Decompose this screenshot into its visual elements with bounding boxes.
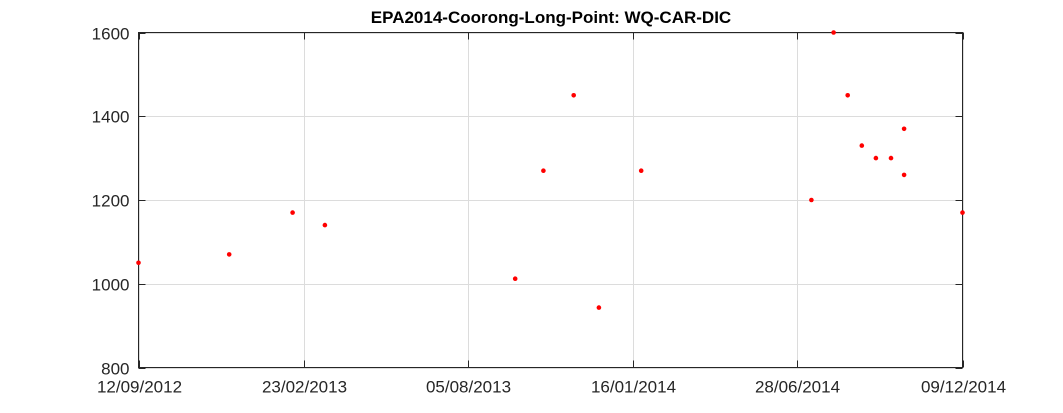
y-tick-label: 1600 xyxy=(92,25,130,44)
data-point xyxy=(226,252,232,257)
data-point xyxy=(888,155,894,161)
data-point xyxy=(136,260,141,266)
data-point xyxy=(596,305,602,310)
x-tick-label: 23/02/2013 xyxy=(262,378,347,397)
data-point xyxy=(873,155,879,161)
x-tick-label: 05/08/2013 xyxy=(426,378,511,397)
y-tick-label: 1400 xyxy=(92,108,130,127)
x-tick-label: 28/06/2014 xyxy=(755,378,840,397)
x-tick-label: 12/09/2012 xyxy=(97,378,182,397)
y-tick-label: 800 xyxy=(101,360,129,379)
y-tick-label: 1000 xyxy=(92,276,130,295)
y-tick-label: 1200 xyxy=(92,192,130,211)
data-point xyxy=(571,93,576,98)
data-point xyxy=(960,210,965,215)
x-tick-label: 16/01/2014 xyxy=(591,378,676,397)
data-point xyxy=(901,172,907,178)
y-axis: 800 1000 1200 1400 1600 xyxy=(92,25,963,379)
data-series xyxy=(136,30,965,310)
data-point xyxy=(541,168,546,173)
grid xyxy=(138,32,964,369)
data-point xyxy=(290,210,295,215)
x-axis: 12/09/2012 23/02/2013 05/08/2013 16/01/2014… xyxy=(97,32,1006,397)
data-point xyxy=(809,197,814,203)
data-point xyxy=(638,168,644,173)
data-point xyxy=(859,143,865,148)
chart-title: EPA2014-Coorong-Long-Point: WQ-CAR-DIC xyxy=(371,8,731,27)
data-point xyxy=(322,222,328,228)
data-point xyxy=(901,126,907,132)
x-tick-label: 09/12/2014 xyxy=(921,378,1006,397)
data-point xyxy=(512,276,518,282)
data-point xyxy=(845,93,850,98)
data-point xyxy=(831,30,836,35)
